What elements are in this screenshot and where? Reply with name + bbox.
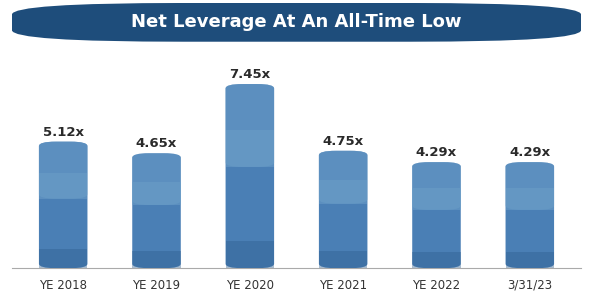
Bar (225, 130, 274, 167)
Bar (412, 188, 461, 210)
Text: 4.75x: 4.75x (323, 135, 364, 148)
FancyBboxPatch shape (319, 151, 368, 268)
Bar (319, 251, 368, 268)
FancyBboxPatch shape (225, 84, 274, 268)
FancyBboxPatch shape (39, 142, 87, 268)
Text: 4.29x: 4.29x (416, 146, 457, 159)
Text: 4.65x: 4.65x (136, 137, 177, 150)
Bar (412, 252, 461, 268)
Text: Net Leverage At An All-Time Low: Net Leverage At An All-Time Low (131, 13, 462, 31)
Bar (225, 240, 274, 268)
FancyBboxPatch shape (412, 162, 461, 210)
FancyBboxPatch shape (39, 142, 87, 198)
Bar (319, 180, 368, 204)
Bar (506, 252, 554, 268)
Bar (132, 182, 181, 205)
Bar (39, 249, 87, 268)
Bar (39, 173, 87, 198)
Bar (506, 188, 554, 210)
Bar (132, 251, 181, 268)
Text: 7.45x: 7.45x (229, 68, 270, 81)
FancyBboxPatch shape (225, 84, 274, 167)
FancyBboxPatch shape (506, 162, 554, 210)
FancyBboxPatch shape (412, 162, 461, 268)
FancyBboxPatch shape (319, 151, 368, 204)
FancyBboxPatch shape (132, 153, 181, 205)
Text: 5.12x: 5.12x (43, 126, 84, 139)
Text: 4.29x: 4.29x (509, 146, 550, 159)
FancyBboxPatch shape (12, 3, 581, 42)
FancyBboxPatch shape (132, 153, 181, 268)
FancyBboxPatch shape (506, 162, 554, 268)
